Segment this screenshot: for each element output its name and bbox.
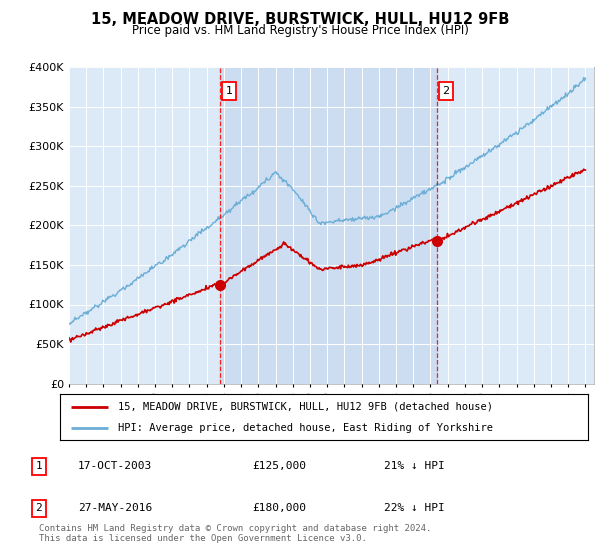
Text: HPI: Average price, detached house, East Riding of Yorkshire: HPI: Average price, detached house, East… [118,423,493,433]
Text: 27-MAY-2016: 27-MAY-2016 [78,503,152,513]
Text: 2: 2 [442,86,449,96]
Text: 15, MEADOW DRIVE, BURSTWICK, HULL, HU12 9FB: 15, MEADOW DRIVE, BURSTWICK, HULL, HU12 … [91,12,509,27]
Text: 21% ↓ HPI: 21% ↓ HPI [384,461,445,471]
Text: Contains HM Land Registry data © Crown copyright and database right 2024.
This d: Contains HM Land Registry data © Crown c… [39,524,431,543]
Text: 2: 2 [35,503,43,513]
Text: 1: 1 [226,86,233,96]
Bar [220,67,437,384]
Text: Price paid vs. HM Land Registry's House Price Index (HPI): Price paid vs. HM Land Registry's House … [131,24,469,36]
Text: 1: 1 [35,461,43,471]
Text: 22% ↓ HPI: 22% ↓ HPI [384,503,445,513]
Text: 15, MEADOW DRIVE, BURSTWICK, HULL, HU12 9FB (detached house): 15, MEADOW DRIVE, BURSTWICK, HULL, HU12 … [118,402,493,412]
Text: £180,000: £180,000 [252,503,306,513]
Text: 17-OCT-2003: 17-OCT-2003 [78,461,152,471]
Text: £125,000: £125,000 [252,461,306,471]
